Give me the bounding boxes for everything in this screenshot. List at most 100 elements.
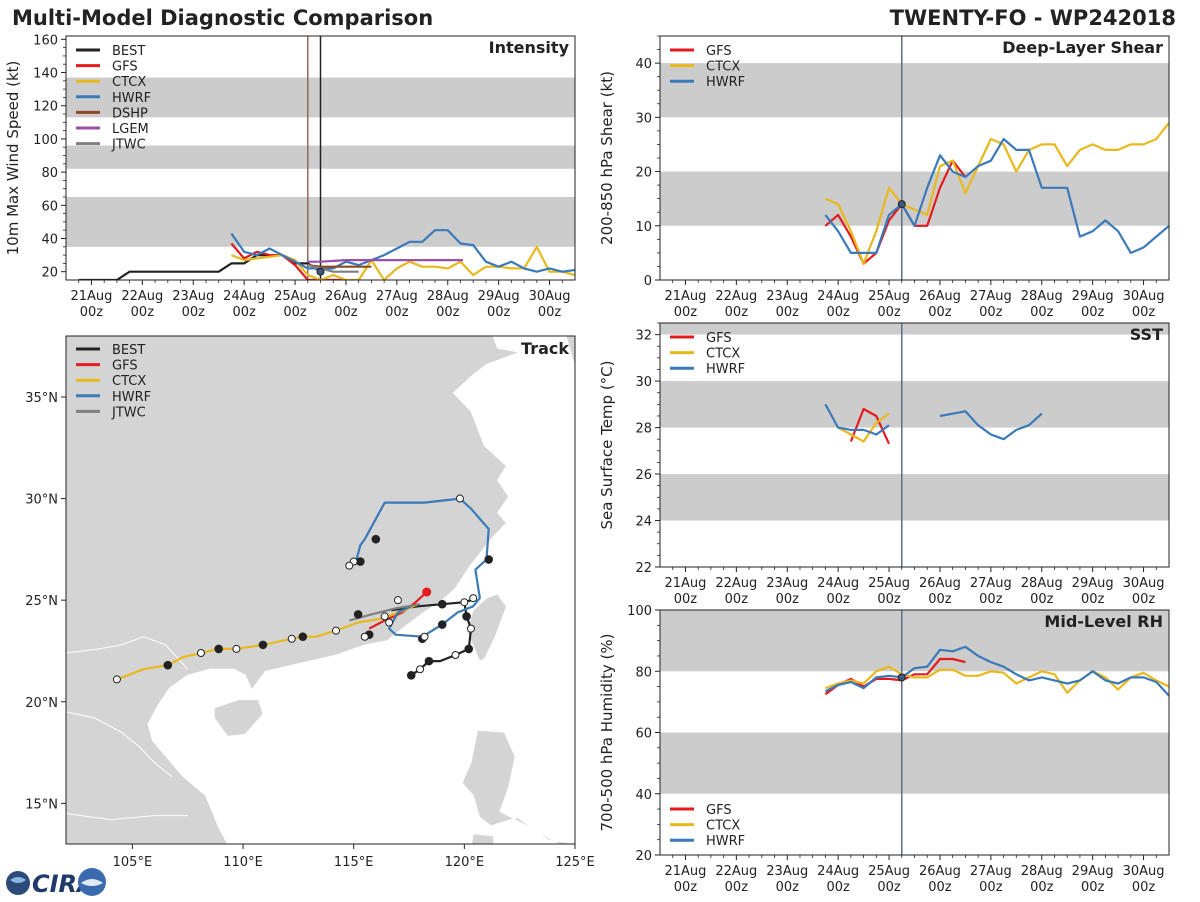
legend-label-gfs: GFS [706, 331, 732, 346]
lon-tick-label: 115°E [334, 855, 374, 870]
y-tick-label: 160 [33, 33, 58, 48]
x-tick-label-date: 26Aug [919, 576, 961, 591]
track-point-00z [464, 644, 474, 654]
legend-label-gfs: GFS [112, 60, 138, 75]
legend-label-ctcx: CTCX [706, 347, 740, 362]
plot-frame [659, 35, 1170, 281]
track-point-12z [455, 494, 464, 503]
legend-label-ctcx: CTCX [112, 374, 146, 389]
track-point-12z [196, 648, 205, 657]
x-tick-label-hour: 00z [1030, 592, 1054, 607]
legend-label-hwrf: HWRF [706, 75, 745, 90]
legend-label-jtwc: JTWC [111, 138, 146, 153]
x-tick-label-hour: 00z [1132, 592, 1156, 607]
border-line [66, 711, 173, 778]
x-tick-label-hour: 00z [80, 305, 104, 320]
x-tick-label-date: 22Aug [715, 576, 757, 591]
x-tick-label-hour: 00z [979, 880, 1003, 895]
track-point-12z [380, 612, 389, 621]
chart-title: Track [521, 339, 569, 358]
x-tick-label-hour: 00z [1030, 880, 1054, 895]
x-tick-label-hour: 00z [182, 305, 206, 320]
x-tick-label-hour: 00z [283, 305, 307, 320]
x-tick-label-hour: 00z [385, 305, 409, 320]
track-point-00z [258, 640, 268, 650]
x-tick-label-date: 25Aug [868, 576, 910, 591]
x-tick-label-date: 27Aug [970, 864, 1012, 879]
track-point-12z [360, 632, 369, 641]
x-tick-label-hour: 00z [877, 592, 901, 607]
chart-rh: 2040608010021Aug00z22Aug00z23Aug00z24Aug… [598, 604, 1170, 895]
y-axis-label: 10m Max Wind Speed (kt) [4, 61, 22, 256]
track-point-00z [424, 656, 434, 666]
track-point-00z [298, 632, 308, 642]
x-tick-label-hour: 00z [979, 592, 1003, 607]
x-tick-label-hour: 00z [826, 592, 850, 607]
x-tick-label-hour: 00z [436, 305, 460, 320]
x-tick-label-hour: 00z [538, 305, 562, 320]
x-tick-label-hour: 00z [1132, 880, 1156, 895]
legend-label-ctcx: CTCX [706, 819, 740, 834]
track-point-12z [345, 561, 354, 570]
x-tick-label-date: 27Aug [376, 289, 418, 304]
y-tick-label: 30 [635, 375, 652, 390]
series-hwrf [824, 403, 890, 436]
y-tick-label: 80 [41, 166, 58, 181]
land-mass [213, 699, 264, 737]
current-point-marker [316, 267, 325, 276]
border-line [66, 813, 188, 821]
track-point-00z [437, 620, 447, 629]
y-tick-label: 140 [33, 67, 58, 82]
series-hwrf [230, 229, 575, 273]
y-tick-label: 40 [41, 233, 58, 248]
track-point-12z [460, 598, 469, 607]
series-layer [824, 323, 1043, 567]
y-tick-label: 26 [635, 468, 652, 483]
x-tick-label-date: 24Aug [817, 289, 859, 304]
x-tick-label-hour: 00z [725, 592, 749, 607]
x-tick-label-date: 30Aug [1123, 864, 1165, 879]
border-line [66, 636, 189, 670]
y-tick-label: 60 [41, 199, 58, 214]
legend-label-gfs: GFS [706, 803, 732, 818]
lon-tick-label: 120°E [445, 855, 485, 870]
lon-tick-label: 105°E [113, 855, 153, 870]
x-tick-label-date: 30Aug [1123, 289, 1165, 304]
series-ctcx [837, 412, 890, 443]
x-tick-label-hour: 00z [674, 880, 698, 895]
x-tick-label-date: 24Aug [817, 576, 859, 591]
x-tick-label-hour: 00z [334, 305, 358, 320]
track-point-00z [462, 612, 471, 621]
series-hwrf [824, 137, 1169, 254]
legend-label-hwrf: HWRF [112, 91, 151, 106]
track-point-12z [466, 624, 475, 633]
x-tick-label-date: 30Aug [529, 289, 571, 304]
x-tick-label-hour: 00z [487, 305, 511, 320]
chart-title: Deep-Layer Shear [1002, 38, 1163, 57]
x-tick-label-date: 25Aug [274, 289, 316, 304]
track-point-12z [451, 651, 460, 660]
x-tick-label-date: 30Aug [1123, 576, 1165, 591]
x-tick-label-date: 23Aug [766, 576, 808, 591]
legend-label-ctcx: CTCX [112, 75, 146, 90]
track-point-12z [112, 675, 121, 684]
track-point-12z [420, 632, 429, 641]
y-tick-label: 20 [635, 849, 652, 864]
lat-tick-label: 15°N [25, 797, 58, 812]
track-point-00z [353, 610, 363, 619]
y-tick-label: 80 [635, 665, 652, 680]
x-tick-label-date: 26Aug [919, 864, 961, 879]
x-tick-label-date: 29Aug [478, 289, 520, 304]
cira-logo: CIRA [4, 866, 108, 898]
x-tick-label-date: 21Aug [664, 576, 706, 591]
legend-label-best: BEST [112, 44, 145, 59]
current-point-marker [897, 673, 906, 682]
track-ctcx [116, 603, 419, 681]
track-point-00z [437, 599, 447, 609]
track-point-12z [385, 618, 394, 627]
x-tick-label-date: 28Aug [1021, 864, 1063, 879]
y-tick-label: 22 [635, 561, 652, 576]
y-tick-label: 100 [627, 604, 652, 619]
land-mass [466, 593, 507, 662]
